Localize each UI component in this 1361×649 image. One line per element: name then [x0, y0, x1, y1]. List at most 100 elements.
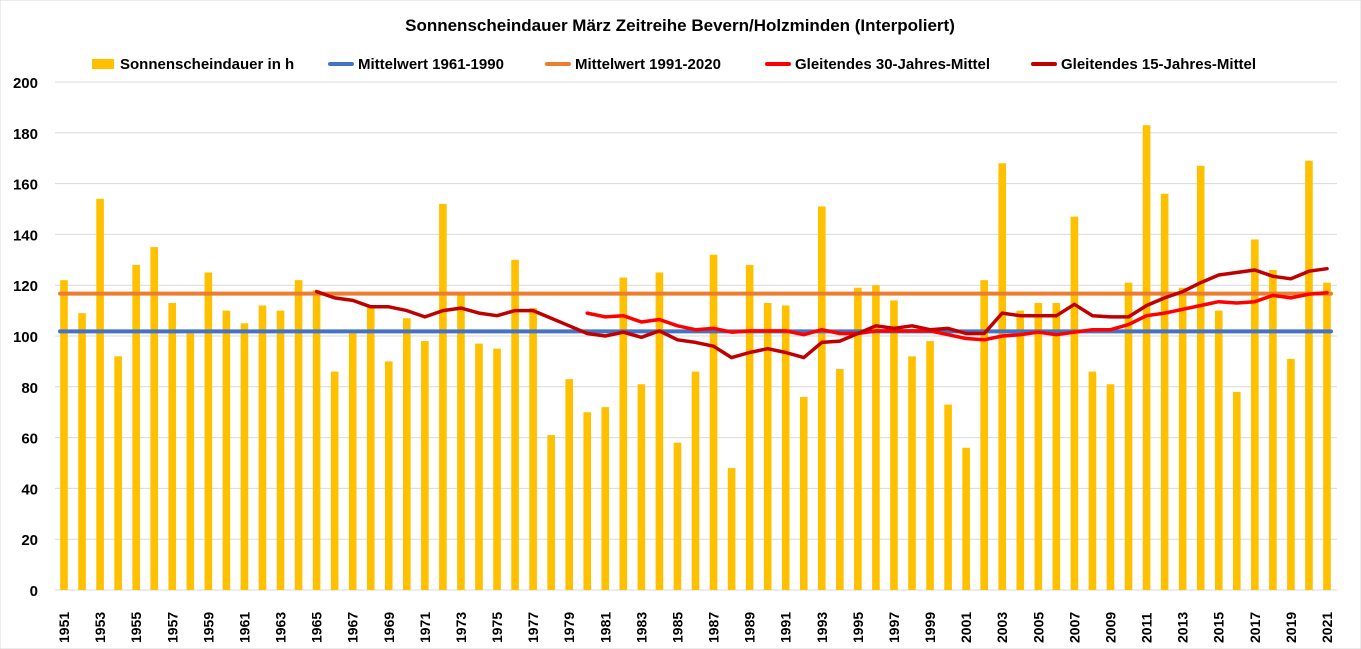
y-tick-label: 20 — [21, 532, 38, 549]
x-tick-label: 1951 — [56, 612, 72, 643]
x-tick-label: 2009 — [1102, 612, 1118, 643]
x-tick-label: 2005 — [1030, 612, 1046, 643]
x-tick-label: 1977 — [525, 612, 541, 643]
legend: Sonnenscheindauer in h Mittelwert 1961-19… — [92, 56, 1256, 73]
bar-1967 — [348, 333, 357, 590]
x-tick-label: 1963 — [273, 612, 289, 643]
legend-label: Mittelwert 1961-1990 — [358, 56, 504, 73]
bar-1962 — [258, 305, 267, 590]
bar-1985 — [673, 442, 682, 590]
bar-1963 — [276, 310, 285, 590]
moving-average-line — [314, 266, 1329, 360]
bar-2007 — [1070, 216, 1079, 590]
x-tick-label: 1991 — [778, 612, 794, 643]
bar-1955 — [132, 264, 140, 590]
bar-1959 — [204, 272, 213, 590]
x-tick-label: 1967 — [345, 612, 361, 643]
x-axis-ticks: 1951 1953 1955 1957 1959 1961 1963 1965 1967 1969… — [56, 612, 1335, 643]
y-tick-label: 0 — [30, 583, 38, 600]
y-tick-label: 100 — [13, 329, 38, 346]
x-tick-label: 1979 — [561, 612, 577, 643]
x-tick-label: 2007 — [1066, 612, 1082, 643]
legend-label: Sonnenscheindauer in h — [120, 56, 294, 73]
bar-2015 — [1214, 310, 1223, 590]
bar-1969 — [384, 361, 393, 590]
x-tick-label: 1971 — [417, 612, 433, 643]
bar-2005 — [1034, 302, 1043, 590]
bar-1991 — [781, 305, 790, 590]
x-tick-label: 1957 — [164, 612, 180, 643]
x-tick-label: 1989 — [742, 612, 758, 643]
bar-1973 — [457, 292, 465, 590]
y-tick-label: 120 — [13, 278, 38, 295]
bar-1972 — [439, 203, 447, 591]
bar-2020 — [1305, 160, 1313, 591]
bar-2003 — [998, 163, 1007, 590]
x-tick-label: 2017 — [1247, 612, 1263, 643]
x-tick-label: 2021 — [1319, 612, 1335, 643]
x-tick-label: 2003 — [994, 612, 1010, 643]
bar-1956 — [150, 247, 159, 590]
x-tick-label: 1997 — [886, 612, 902, 643]
bar-1971 — [421, 341, 429, 590]
legend-label: Gleitendes 15-Jahres-Mittel — [1061, 56, 1256, 73]
bar-2004 — [1016, 310, 1025, 590]
x-tick-label: 1959 — [200, 612, 216, 643]
bars — [60, 125, 1331, 591]
bar-1968 — [366, 305, 375, 590]
bar-1957 — [168, 302, 177, 590]
bar-2013 — [1178, 287, 1187, 590]
x-tick-label: 1953 — [92, 612, 108, 643]
legend-label: Gleitendes 30-Jahres-Mittel — [795, 56, 990, 73]
y-tick-label: 40 — [21, 481, 38, 498]
lines — [58, 266, 1333, 360]
bar-1992 — [799, 396, 808, 590]
bar-1975 — [493, 348, 501, 590]
y-tick-label: 200 — [13, 75, 38, 92]
bar-1965 — [312, 290, 321, 590]
bar-1984 — [655, 272, 664, 590]
x-tick-label: 1983 — [633, 612, 649, 643]
x-tick-label: 1973 — [453, 612, 469, 643]
bar-1990 — [763, 302, 772, 590]
bar-2018 — [1269, 269, 1277, 590]
y-tick-label: 160 — [13, 177, 38, 194]
bar-1999 — [926, 341, 934, 590]
bar-2021 — [1323, 282, 1331, 590]
bar-1997 — [890, 300, 898, 590]
bar-2001 — [962, 447, 970, 590]
bar-1951 — [60, 280, 68, 590]
bar-2012 — [1160, 193, 1169, 590]
y-axis-ticks: 0 20 40 60 80 100 120 140 160 180 200 — [13, 75, 38, 600]
moving-average-line — [585, 291, 1329, 342]
bar-1995 — [854, 287, 862, 590]
bar-2019 — [1287, 358, 1295, 590]
bar-1980 — [583, 412, 592, 590]
bar-1977 — [529, 308, 537, 590]
bar-1961 — [240, 323, 249, 590]
x-tick-label: 2013 — [1175, 612, 1191, 643]
bar-1964 — [294, 280, 303, 590]
bar-1970 — [403, 318, 411, 590]
legend-swatch-bar — [92, 59, 114, 69]
bar-2016 — [1232, 391, 1241, 590]
bar-2011 — [1142, 125, 1151, 591]
bar-1979 — [565, 379, 573, 590]
y-tick-label: 140 — [13, 227, 38, 244]
bar-1976 — [511, 259, 519, 590]
bar-2008 — [1088, 371, 1097, 590]
x-tick-label: 2011 — [1139, 612, 1155, 643]
bar-1960 — [222, 310, 231, 590]
bar-2002 — [980, 280, 988, 590]
bar-2000 — [944, 404, 952, 590]
bar-1987 — [709, 254, 718, 590]
bar-1978 — [547, 435, 555, 590]
y-tick-label: 80 — [21, 380, 38, 397]
x-tick-label: 2019 — [1283, 612, 1299, 643]
x-tick-label: 1975 — [489, 612, 505, 643]
x-tick-label: 1987 — [706, 612, 722, 643]
bar-1981 — [601, 407, 610, 590]
x-tick-label: 1955 — [128, 612, 144, 643]
bar-1986 — [691, 371, 700, 590]
